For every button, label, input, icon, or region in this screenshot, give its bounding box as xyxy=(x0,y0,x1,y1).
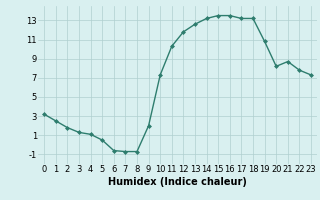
X-axis label: Humidex (Indice chaleur): Humidex (Indice chaleur) xyxy=(108,177,247,187)
